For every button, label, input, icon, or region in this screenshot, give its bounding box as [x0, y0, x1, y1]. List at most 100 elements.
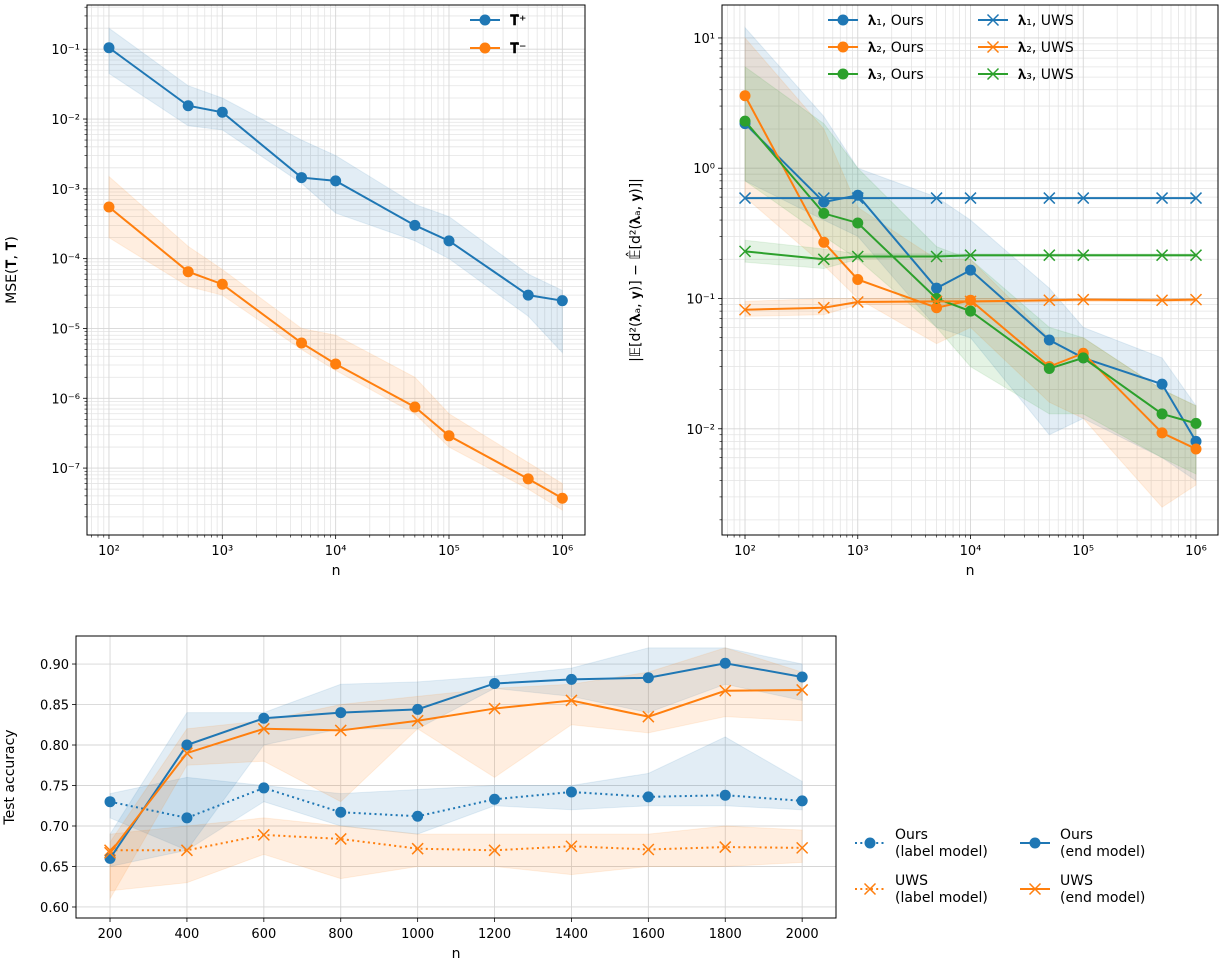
data-point	[965, 305, 977, 317]
legend-label: 𝐓̂⁺	[510, 13, 526, 29]
x-marker	[964, 295, 977, 308]
data-point	[181, 739, 193, 751]
x-marker	[964, 192, 977, 205]
x-tick-label: 1800	[709, 927, 742, 942]
x-marker	[565, 694, 578, 707]
data-point	[1043, 294, 1056, 307]
data-point	[1189, 249, 1203, 262]
legend-label-line: 𝐓̂⁻	[510, 41, 526, 57]
x-marker	[334, 724, 347, 737]
legend-entry: Ours (label model)	[855, 827, 988, 860]
x-tick-label: 1000	[401, 927, 434, 942]
x-tick-label: 10²	[98, 544, 120, 559]
x-marker	[851, 250, 864, 263]
series	[103, 683, 809, 859]
legend-entry: 𝛌₂, UWS	[978, 40, 1074, 56]
legend-entry: 𝐓̂⁻	[470, 41, 526, 57]
axes-frame	[75, 635, 837, 919]
data-point	[1156, 294, 1169, 307]
x-marker	[851, 192, 864, 205]
x-tick-label: 10⁴	[960, 544, 982, 559]
x-axis-label: n	[332, 563, 341, 579]
subplot-1: 10² 10³ 10⁴ 10⁵ 10⁶ 10⁻⁷ 10⁻⁶ 10⁻⁵ 10⁻⁴ 10⁻³ 10⁻² 1…	[4, 4, 586, 579]
x-marker	[1189, 293, 1203, 306]
x-marker	[103, 846, 117, 859]
y-tick-label: 0.70	[40, 820, 69, 835]
legend-entry: 𝛌₂, Ours	[828, 40, 924, 56]
legend-marker	[864, 837, 876, 849]
x-marker	[796, 841, 809, 854]
legend-label: 𝛌₃, UWS	[1018, 67, 1074, 83]
data-point	[796, 671, 808, 683]
y-tick-label: 10⁻⁶	[51, 392, 80, 407]
legend-label-line: 𝛌₁, Ours	[868, 13, 924, 29]
confidence-band	[109, 736, 803, 851]
data-point	[335, 806, 347, 818]
data-point	[565, 673, 577, 685]
data-point	[1156, 249, 1169, 262]
data-point	[1077, 352, 1089, 364]
legend-label: 𝛌₂, Ours	[868, 40, 924, 56]
y-tick-label: 10⁻⁴	[51, 253, 80, 268]
legend-marker	[837, 41, 849, 53]
data-point	[257, 828, 270, 841]
data-point	[104, 852, 116, 864]
x-marker	[930, 192, 943, 205]
data-point	[642, 843, 655, 856]
legend-label-line: 𝛌₃, UWS	[1018, 67, 1074, 83]
data-point	[104, 796, 116, 808]
x-marker	[719, 684, 732, 697]
data-point	[1043, 249, 1056, 262]
data-point	[965, 264, 977, 276]
data-point	[1077, 293, 1090, 306]
series	[738, 192, 1203, 205]
data-point	[443, 430, 455, 442]
data-point	[1156, 408, 1168, 420]
data-point	[739, 115, 751, 127]
data-point	[796, 841, 809, 854]
data-point	[738, 245, 752, 258]
data-point	[556, 295, 568, 307]
data-point	[965, 294, 977, 306]
legend-marker	[986, 67, 1000, 81]
legend-label-line: (end model)	[1060, 844, 1145, 860]
data-point	[739, 90, 751, 102]
x-marker	[1077, 249, 1090, 262]
data-point	[817, 253, 830, 266]
data-point	[964, 192, 977, 205]
y-tick-label: 10⁻⁷	[51, 462, 80, 477]
x-tick-label: 1400	[555, 927, 588, 942]
grid	[87, 5, 585, 535]
x-marker	[180, 844, 193, 857]
y-tick-label: 10⁻²	[686, 423, 715, 438]
x-marker	[411, 842, 424, 855]
plot-area	[103, 647, 809, 901]
data-point	[522, 289, 534, 301]
y-axis-label: MSE(𝐓, 𝐓̂)	[4, 236, 20, 304]
x-marker	[986, 67, 1000, 81]
data-point	[522, 473, 534, 485]
data-point	[258, 712, 270, 724]
x-marker	[1028, 882, 1042, 896]
data-point	[818, 207, 830, 219]
data-point	[182, 100, 194, 112]
y-tick-label: 0.85	[40, 699, 69, 714]
legend-marker	[479, 14, 491, 26]
data-point	[851, 250, 864, 263]
legend-label: 𝛌₁, UWS	[1018, 13, 1074, 29]
data-point	[852, 217, 864, 229]
x-marker	[863, 882, 877, 896]
y-axis-label: |𝔼[d²(𝛌ₐ, 𝐲)] − 𝔼̂[d²(𝛌ₐ, 𝐲)]|	[625, 178, 644, 362]
legend-label: 𝛌₁, Ours	[868, 13, 924, 29]
y-tick-label: 10⁰	[693, 162, 715, 177]
y-tick-label: 10⁻³	[51, 183, 80, 198]
legend-marker	[986, 40, 1000, 54]
series	[738, 293, 1203, 316]
x-tick-label: 10⁵	[438, 544, 460, 559]
series	[103, 201, 568, 504]
x-marker	[986, 40, 1000, 54]
axes-frame	[721, 4, 1219, 536]
axes-frame	[86, 4, 586, 536]
x-tick-label: 10⁵	[1072, 544, 1094, 559]
data-point	[796, 683, 809, 696]
